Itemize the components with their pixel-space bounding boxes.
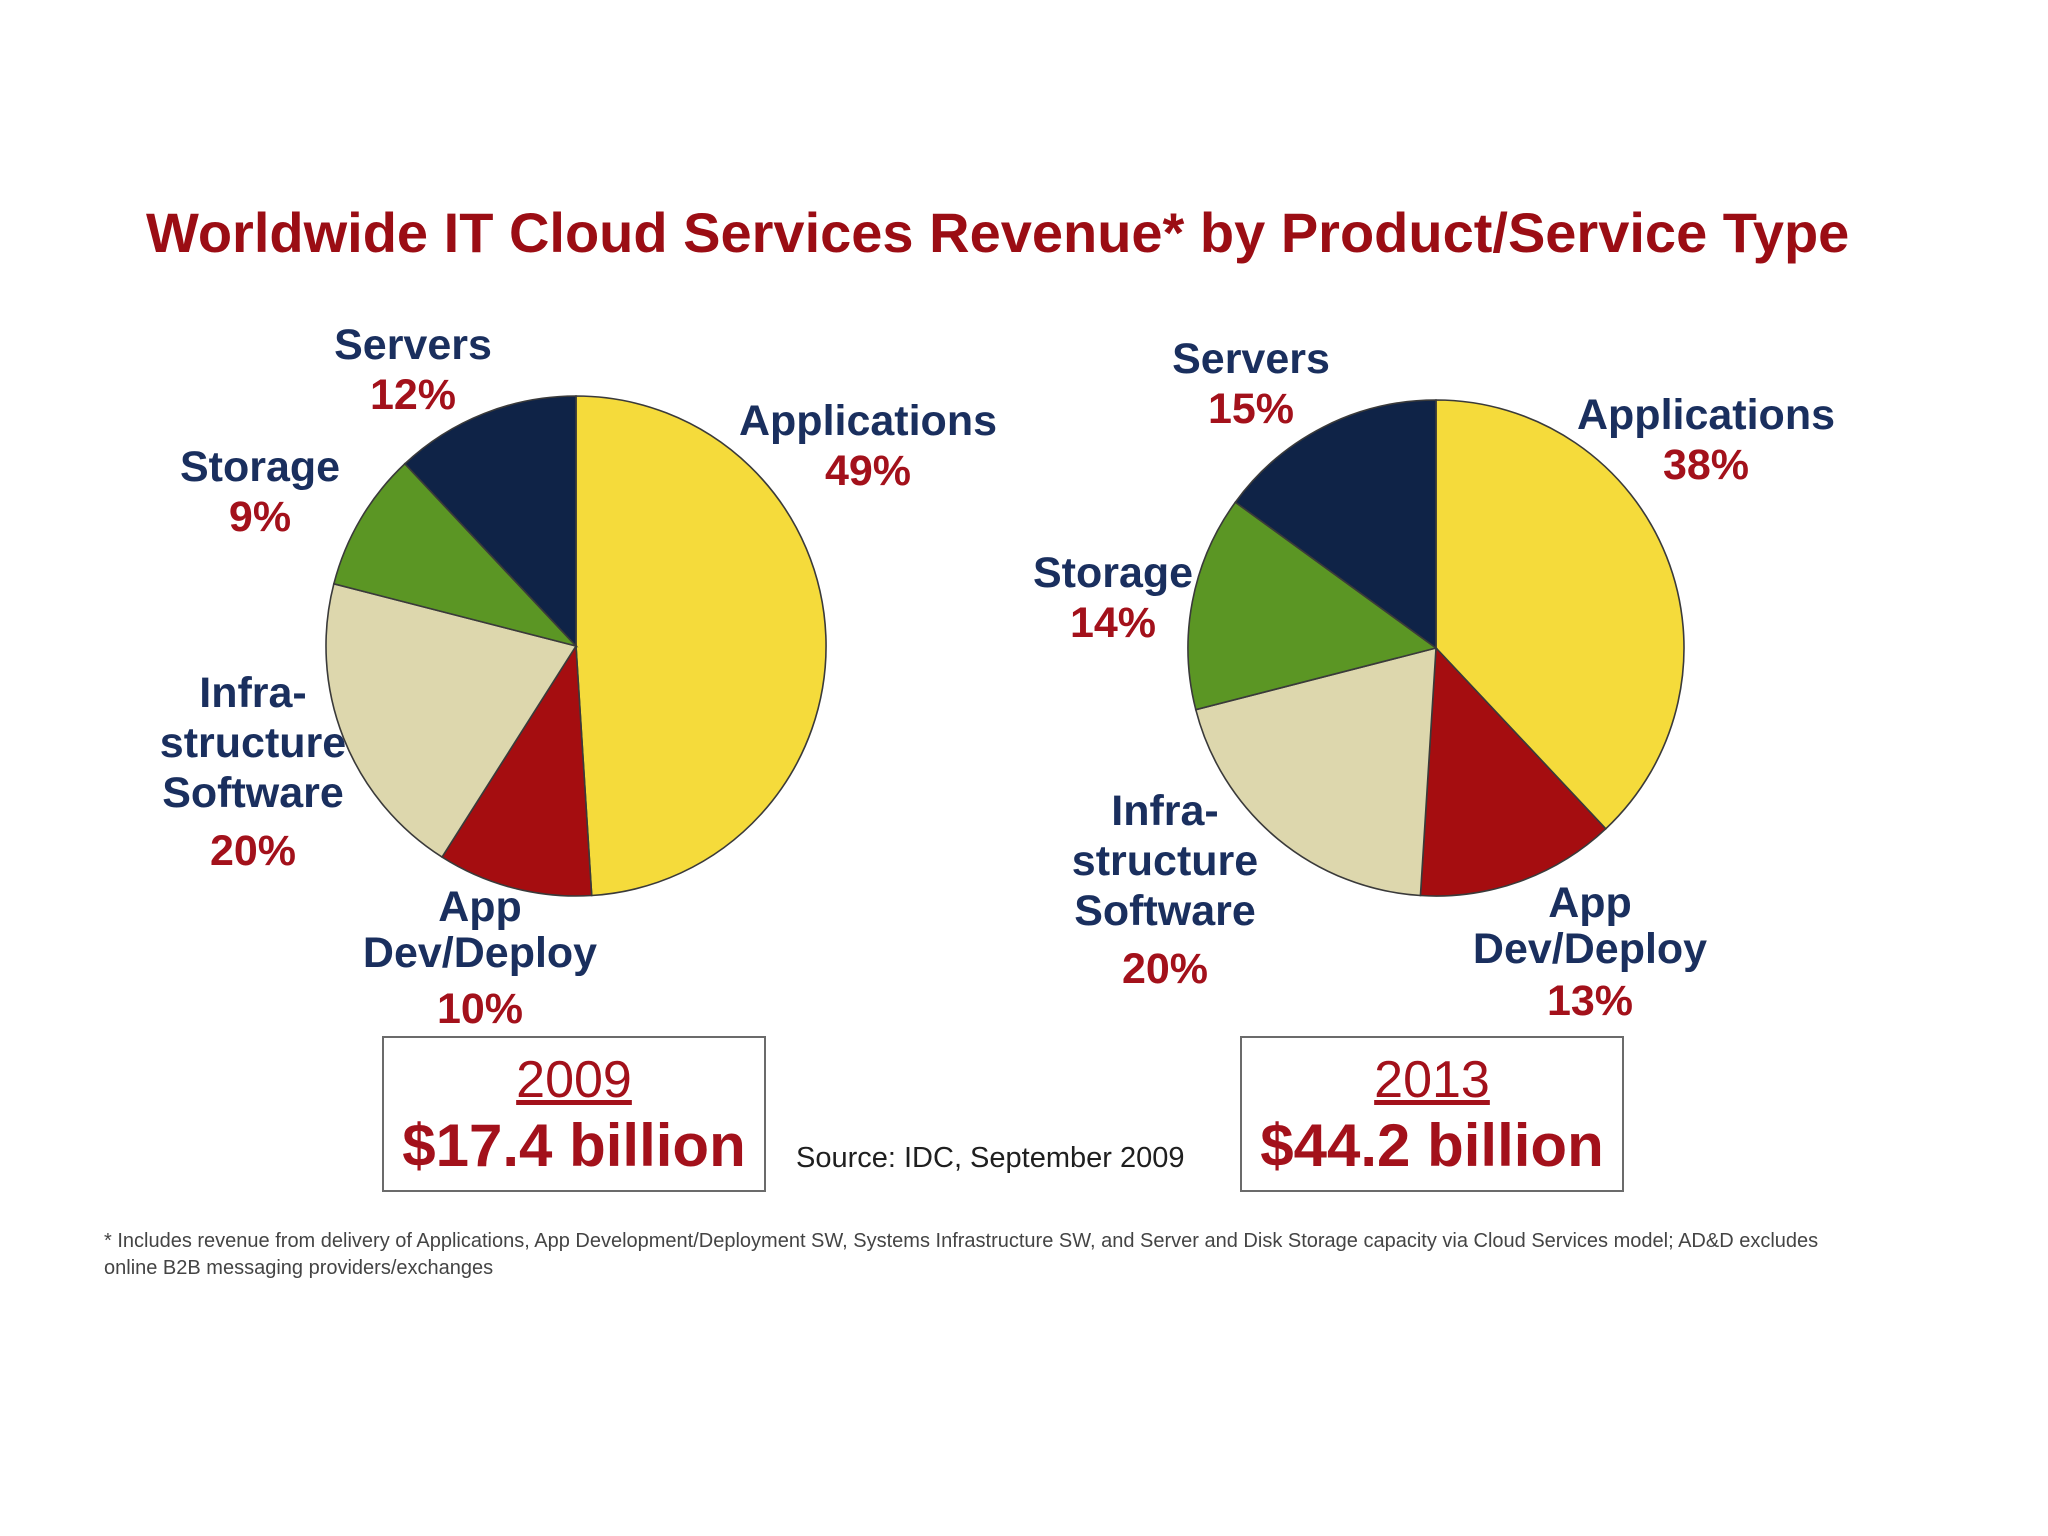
label-2013-applications-name: Applications: [1576, 391, 1836, 439]
label-2009-infra-line3: Software: [162, 769, 344, 817]
pie-2013-slice-storage: [1187, 501, 1438, 711]
pie-2009-slice-storage: [332, 462, 579, 648]
label-2009-servers: Servers 12%: [318, 320, 508, 420]
label-2009-infrastructure: Infra- structure Software 20%: [128, 668, 378, 876]
label-2013-appdev-pct: 13%: [1546, 977, 1634, 1025]
label-2009-storage-pct: 9%: [228, 493, 292, 541]
label-2013-servers-name: Servers: [1172, 335, 1330, 383]
label-2009-infra-line2: structure: [159, 719, 347, 767]
label-2009-appdev-line1: App: [438, 883, 522, 931]
label-2013-appdev-line2: Dev/Deploy: [1472, 925, 1708, 973]
label-2009-appdev: App Dev/Deploy 10%: [350, 884, 610, 1032]
label-2009-appdev-pct: 10%: [436, 985, 524, 1033]
label-2009-applications-name: Applications: [738, 397, 998, 445]
label-2013-infra-line1: Infra-: [1111, 787, 1219, 835]
pie-2009-slice-applications: [575, 395, 827, 897]
chart-title: Worldwide IT Cloud Services Revenue* by …: [146, 201, 1850, 264]
pie-2013-slice-app-dev-deploy: [1419, 646, 1607, 897]
total-2013-amount: $44.2 billion: [1260, 1112, 1604, 1179]
label-2013-servers: Servers 15%: [1156, 334, 1346, 434]
pie-2009-slice-infrastructure-software: [325, 582, 578, 859]
pie-2009-slice-app-dev-deploy: [440, 643, 593, 897]
label-2013-infra-line3: Software: [1074, 887, 1256, 935]
label-2013-applications: Applications 38%: [1566, 390, 1846, 490]
label-2009-infra-line1: Infra-: [199, 669, 307, 717]
label-2013-applications-pct: 38%: [1662, 441, 1750, 489]
pie-2013-slice-infrastructure-software: [1194, 646, 1437, 897]
label-2009-storage: Storage 9%: [170, 442, 350, 542]
label-2009-servers-name: Servers: [334, 321, 492, 369]
label-2009-applications-pct: 49%: [824, 447, 912, 495]
total-box-2013: 2013 $44.2 billion: [1240, 1036, 1624, 1192]
label-2013-infrastructure: Infra- structure Software 20%: [1040, 786, 1290, 994]
total-box-2009: 2009 $17.4 billion: [382, 1036, 766, 1192]
label-2013-appdev: App Dev/Deploy 13%: [1460, 880, 1720, 1024]
pie-2009-slice-servers: [403, 395, 577, 649]
label-2013-storage: Storage 14%: [1018, 548, 1208, 648]
pie-2013-slice-servers: [1234, 399, 1437, 650]
total-2009-year: 2009: [516, 1051, 632, 1109]
label-2009-storage-name: Storage: [179, 443, 341, 491]
label-2013-servers-pct: 15%: [1207, 385, 1295, 433]
label-2009-servers-pct: 12%: [369, 371, 457, 419]
label-2009-applications: Applications 49%: [728, 396, 1008, 496]
pie-2013-slice-applications: [1435, 399, 1685, 830]
label-2013-infra-pct: 20%: [1121, 945, 1209, 993]
label-2013-appdev-line1: App: [1548, 879, 1632, 927]
footnote: * Includes revenue from delivery of Appl…: [104, 1230, 1819, 1279]
label-2013-storage-name: Storage: [1032, 549, 1194, 597]
label-2009-appdev-line2: Dev/Deploy: [362, 929, 598, 977]
label-2009-infra-pct: 20%: [209, 827, 297, 875]
label-2013-storage-pct: 14%: [1069, 599, 1157, 647]
source-note: Source: IDC, September 2009: [796, 1142, 1185, 1174]
total-2013-year: 2013: [1374, 1051, 1490, 1109]
total-2009-amount: $17.4 billion: [402, 1112, 746, 1179]
label-2013-infra-line2: structure: [1071, 837, 1259, 885]
